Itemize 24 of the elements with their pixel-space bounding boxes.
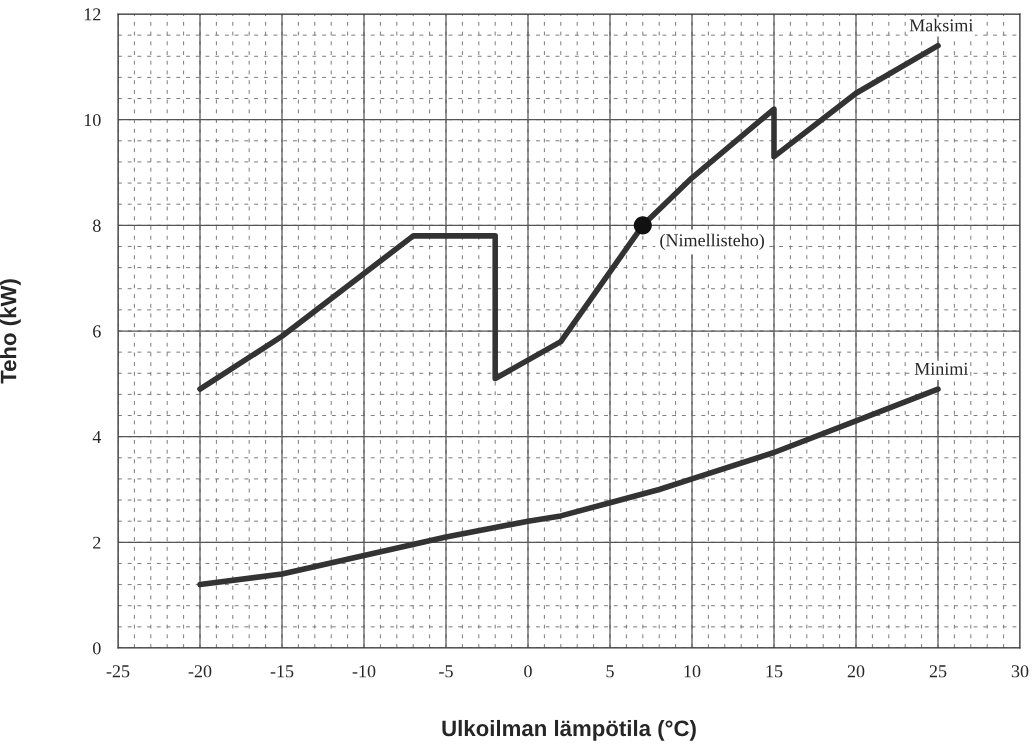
x-tick-label: -25 xyxy=(106,665,130,678)
x-tick-label: 30 xyxy=(1011,665,1029,678)
y-axis-title: Teho (kW) xyxy=(0,279,21,384)
x-tick-label: -15 xyxy=(270,665,294,678)
x-tick-label: -20 xyxy=(188,665,212,678)
y-tick-label: 8 xyxy=(92,219,101,232)
x-tick-label: -5 xyxy=(439,665,453,678)
x-tick-label: 0 xyxy=(524,665,532,678)
annotation: (Nimellisteho) xyxy=(660,233,764,251)
y-tick-label: 6 xyxy=(93,325,101,338)
x-tick-label: 5 xyxy=(606,665,614,678)
x-tick-label: 15 xyxy=(766,665,783,678)
y-tick-label: 4 xyxy=(92,431,102,443)
x-tick-label: -10 xyxy=(352,665,376,678)
series-label: Maksimi xyxy=(909,18,974,32)
y-tick-label: 2 xyxy=(93,536,101,549)
x-tick-label: 25 xyxy=(929,665,947,678)
y-tick-label: 12 xyxy=(84,8,101,21)
y-tick-label: 10 xyxy=(84,113,101,127)
x-axis-title: Ulkoilman lämpötila (°C) xyxy=(442,719,696,741)
series-label: Minimi xyxy=(914,362,969,375)
x-tick-label: 10 xyxy=(684,665,701,678)
y-tick-label: 0 xyxy=(92,642,101,655)
x-tick-label: 20 xyxy=(847,665,865,678)
